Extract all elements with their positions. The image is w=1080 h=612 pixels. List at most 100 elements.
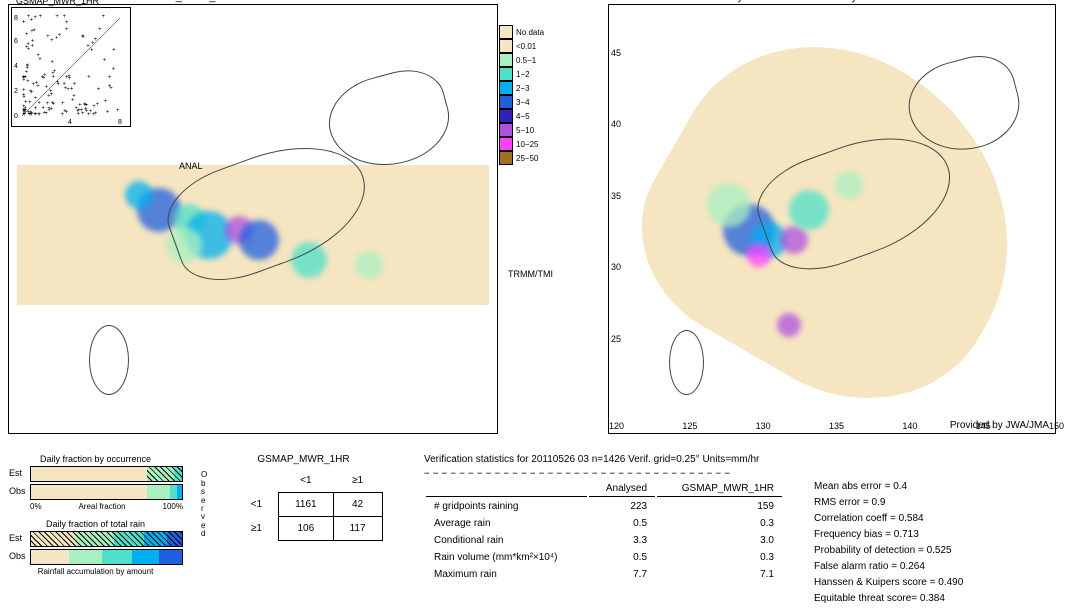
svg-text:+: + <box>77 112 81 118</box>
svg-text:+: + <box>94 111 98 117</box>
svg-text:+: + <box>22 88 26 94</box>
svg-text:+: + <box>112 47 116 53</box>
confusion-block: GSMAP_MWR_1HR Observed <1 ≥1 <1 1161 42 … <box>201 454 406 606</box>
svg-text:+: + <box>63 108 67 114</box>
hbar-seg <box>31 550 69 564</box>
hbar-label: Obs <box>9 486 26 496</box>
svg-text:+: + <box>116 108 120 114</box>
svg-text:+: + <box>112 66 116 72</box>
svg-text:+: + <box>22 104 26 110</box>
anal-label: ANAL <box>179 161 203 171</box>
verif-stat: Correlation coeff = 0.584 <box>814 511 963 527</box>
mini-scatter: GSMAP_MWR_1HR ++++++++++++++++++++++++++… <box>11 7 131 127</box>
svg-text:+: + <box>97 87 101 93</box>
svg-text:+: + <box>22 19 26 25</box>
svg-text:+: + <box>108 75 112 81</box>
bars-block: Daily fraction by occurrence EstObs 0% A… <box>8 454 183 606</box>
coastline <box>89 325 129 395</box>
svg-text:+: + <box>61 101 65 107</box>
ytick: 45 <box>611 48 621 58</box>
svg-text:+: + <box>63 86 67 92</box>
svg-text:+: + <box>65 20 69 26</box>
svg-text:2: 2 <box>14 88 18 95</box>
svg-text:+: + <box>90 47 94 53</box>
row-lt1: <1 <box>235 493 279 517</box>
colorbar-row: 25−50 <box>499 151 555 165</box>
colorbar-swatch <box>499 123 513 137</box>
svg-text:+: + <box>34 96 38 102</box>
hbar: Obs <box>30 484 183 500</box>
confusion-table: <1 ≥1 <1 1161 42 ≥1 106 117 <box>235 469 383 541</box>
hbar-seg <box>170 485 178 499</box>
svg-text:+: + <box>96 102 100 108</box>
bottom-row: Daily fraction by occurrence EstObs 0% A… <box>8 454 1072 606</box>
colorbar-label: 2−3 <box>516 84 530 93</box>
axis-min: 0% <box>30 502 42 511</box>
svg-text:+: + <box>109 86 113 92</box>
verif-a: 3.3 <box>589 533 655 548</box>
verif-label: Maximum rain <box>426 567 587 582</box>
colorbar-swatch <box>499 109 513 123</box>
colorbar-label: 4−5 <box>516 112 530 121</box>
svg-text:+: + <box>29 112 33 118</box>
svg-text:+: + <box>55 14 59 20</box>
hbar-hatch <box>147 467 182 481</box>
verif-label: Rain volume (mm*km²×10⁴) <box>426 550 587 565</box>
map-left: GSMAP_MWR_1HR estimates for 20110526 03 … <box>8 4 498 434</box>
verif-header: Verification statistics for 20110526 03 … <box>424 454 1072 465</box>
colorbar-label: 5−10 <box>516 126 534 135</box>
svg-text:6: 6 <box>14 38 18 45</box>
verif-table: Analysed GSMAP_MWR_1HR # gridpoints rain… <box>424 479 784 607</box>
colorbar-swatch <box>499 81 513 95</box>
col-gsmap: GSMAP_MWR_1HR <box>657 481 782 497</box>
svg-text:+: + <box>68 76 72 82</box>
colorbar-swatch <box>499 151 513 165</box>
verif-row: Average rain0.50.3 <box>426 516 782 531</box>
totalrain-caption: Rainfall accumulation by amount <box>8 567 183 576</box>
verif-stat: Frequency bias = 0.713 <box>814 527 963 543</box>
verif-stat: Hanssen & Kuipers score = 0.490 <box>814 575 963 591</box>
verif-stat: Probability of detection = 0.525 <box>814 543 963 559</box>
xtick: 150 <box>1049 421 1064 431</box>
verif-row: Conditional rain3.33.0 <box>426 533 782 548</box>
svg-text:+: + <box>50 38 54 44</box>
rain-blob <box>747 243 771 267</box>
verif-stat: Mean abs error = 0.4 <box>814 479 963 495</box>
svg-text:+: + <box>51 71 55 77</box>
colorbar-row: 10−25 <box>499 137 555 151</box>
colorbar-row: 5−10 <box>499 123 555 137</box>
colorbar-swatch <box>499 53 513 67</box>
verif-label: Average rain <box>426 516 587 531</box>
verif-stat: False alarm ratio = 0.264 <box>814 559 963 575</box>
svg-text:+: + <box>81 111 85 117</box>
axis-caption: Areal fraction <box>78 502 125 511</box>
cell-00: 1161 <box>279 493 334 517</box>
svg-text:+: + <box>106 110 110 116</box>
hbar-label: Obs <box>9 551 26 561</box>
map-right: Hourly Radar−AMeDAS analysis for 2011052… <box>608 4 1056 434</box>
svg-text:+: + <box>35 80 39 86</box>
scatter-svg: ++++++++++++++++++++++++++++++++++++++++… <box>12 8 130 126</box>
svg-text:+: + <box>33 15 37 21</box>
col-lt1: <1 <box>279 469 334 493</box>
colorbar-label: 3−4 <box>516 98 530 107</box>
svg-text:+: + <box>87 74 91 80</box>
verif-block: Verification statistics for 20110526 03 … <box>424 454 1072 606</box>
colorbar-row: <0.01 <box>499 39 555 53</box>
svg-text:+: + <box>51 101 55 107</box>
svg-text:+: + <box>42 76 46 82</box>
svg-text:+: + <box>87 112 91 118</box>
svg-text:+: + <box>92 104 96 110</box>
credit: Provided by JWA/JMA <box>950 420 1049 431</box>
colorbar-swatch <box>499 67 513 81</box>
colorbar-row: 3−4 <box>499 95 555 109</box>
svg-text:+: + <box>26 79 30 85</box>
svg-text:8: 8 <box>14 15 18 22</box>
hbar-seg <box>31 467 147 481</box>
colorbar-label: <0.01 <box>516 42 536 51</box>
hbar-seg <box>69 550 102 564</box>
svg-text:+: + <box>36 53 40 59</box>
hbar-seg <box>31 485 147 499</box>
hbar: Obs <box>30 549 183 565</box>
verif-label: Conditional rain <box>426 533 587 548</box>
